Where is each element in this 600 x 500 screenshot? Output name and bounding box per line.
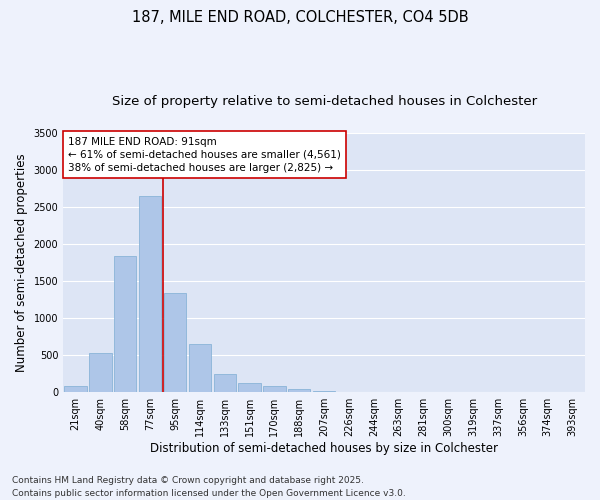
Bar [288, 389, 310, 392]
Bar [114, 256, 136, 392]
X-axis label: Distribution of semi-detached houses by size in Colchester: Distribution of semi-detached houses by … [150, 442, 498, 455]
Bar [89, 353, 112, 392]
Bar [139, 196, 161, 392]
Text: Contains HM Land Registry data © Crown copyright and database right 2025.
Contai: Contains HM Land Registry data © Crown c… [12, 476, 406, 498]
Bar [313, 391, 335, 392]
Bar [263, 386, 286, 392]
Bar [188, 344, 211, 392]
Y-axis label: Number of semi-detached properties: Number of semi-detached properties [15, 153, 28, 372]
Text: 187, MILE END ROAD, COLCHESTER, CO4 5DB: 187, MILE END ROAD, COLCHESTER, CO4 5DB [131, 10, 469, 25]
Title: Size of property relative to semi-detached houses in Colchester: Size of property relative to semi-detach… [112, 95, 536, 108]
Text: 187 MILE END ROAD: 91sqm
← 61% of semi-detached houses are smaller (4,561)
38% o: 187 MILE END ROAD: 91sqm ← 61% of semi-d… [68, 136, 341, 173]
Bar [164, 293, 186, 392]
Bar [214, 374, 236, 392]
Bar [238, 384, 261, 392]
Bar [64, 386, 87, 392]
